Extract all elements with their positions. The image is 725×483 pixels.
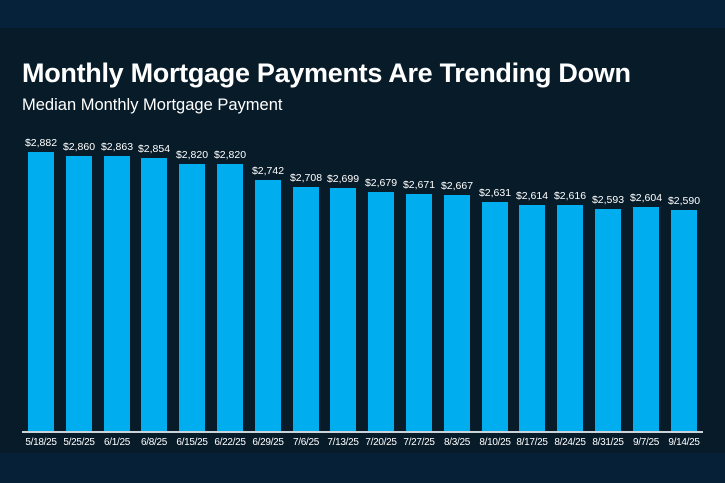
top-band <box>0 0 725 28</box>
x-tick-label: 6/1/25 <box>103 437 130 448</box>
bar-value-label: $2,854 <box>137 143 171 155</box>
bar-value-label: $2,616 <box>553 190 587 202</box>
bar-value-label: $2,667 <box>440 180 474 192</box>
bar-value-label: $2,860 <box>62 141 96 153</box>
x-tick-label: 5/18/25 <box>25 437 57 448</box>
chart-title: Monthly Mortgage Payments Are Trending D… <box>22 58 631 88</box>
bar <box>293 187 319 431</box>
bar-value-label: $2,882 <box>24 137 58 149</box>
bar-value-label: $2,614 <box>515 190 549 202</box>
x-tick-label: 7/27/25 <box>403 437 435 448</box>
bar <box>519 205 545 431</box>
x-tick-label: 8/3/25 <box>443 437 470 448</box>
x-axis-line <box>22 431 703 433</box>
x-tick-label: 6/22/25 <box>214 437 246 448</box>
bar-value-label: $2,604 <box>629 192 663 204</box>
bar <box>330 188 356 431</box>
x-tick-label: 6/8/25 <box>140 437 167 448</box>
x-tick-label: 8/10/25 <box>479 437 511 448</box>
bar <box>482 202 508 431</box>
chart-subtitle: Median Monthly Mortgage Payment <box>22 96 283 114</box>
bar-value-label: $2,593 <box>591 194 625 206</box>
bar-value-label: $2,820 <box>213 149 247 161</box>
x-tick-label: 8/17/25 <box>516 437 548 448</box>
bar <box>104 156 130 431</box>
bar <box>179 164 205 431</box>
bar <box>671 210 697 431</box>
x-tick-label: 6/29/25 <box>252 437 284 448</box>
bar-value-label: $2,820 <box>175 149 209 161</box>
bar-value-label: $2,699 <box>326 173 360 185</box>
bar-value-label: $2,671 <box>402 179 436 191</box>
bar <box>557 205 583 431</box>
bar-value-label: $2,863 <box>100 141 134 153</box>
bottom-band <box>0 453 725 483</box>
x-tick-label: 9/7/25 <box>632 437 659 448</box>
x-tick-label: 8/31/25 <box>592 437 624 448</box>
x-tick-label: 8/24/25 <box>554 437 586 448</box>
bar <box>633 207 659 431</box>
bar <box>28 152 54 431</box>
x-tick-label: 7/6/25 <box>292 437 319 448</box>
bar <box>217 164 243 431</box>
bar <box>255 180 281 431</box>
x-tick-label: 6/15/25 <box>176 437 208 448</box>
x-tick-label: 9/14/25 <box>668 437 700 448</box>
bar-value-label: $2,631 <box>478 187 512 199</box>
bar-value-label: $2,708 <box>289 172 323 184</box>
bar <box>595 209 621 431</box>
bar-value-label: $2,679 <box>364 177 398 189</box>
bar <box>368 192 394 431</box>
x-tick-label: 7/20/25 <box>365 437 397 448</box>
x-tick-label: 5/25/25 <box>63 437 95 448</box>
bar-value-label: $2,590 <box>667 195 701 207</box>
bar <box>66 156 92 431</box>
bar-value-label: $2,742 <box>251 165 285 177</box>
x-tick-label: 7/13/25 <box>327 437 359 448</box>
bar <box>406 194 432 431</box>
bar <box>444 195 470 431</box>
bar <box>141 158 167 431</box>
